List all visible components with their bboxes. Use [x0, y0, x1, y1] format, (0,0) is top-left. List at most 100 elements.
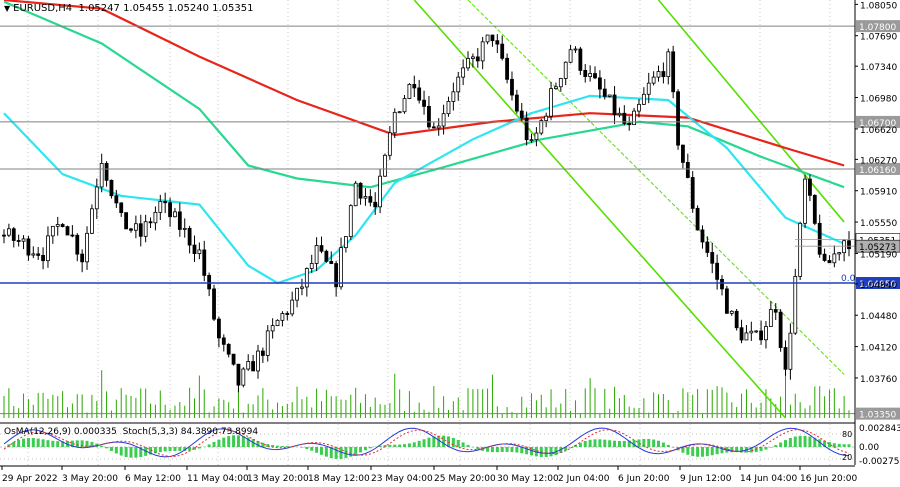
candle-body	[329, 260, 334, 264]
candle-body	[475, 56, 480, 62]
osc-scale-label: -0.0027579	[859, 457, 900, 467]
candle-body	[729, 310, 734, 314]
candle-body	[260, 350, 265, 356]
candle-body	[676, 91, 680, 146]
candle-body	[256, 350, 260, 372]
candle-body	[187, 227, 192, 246]
candle-body	[715, 262, 720, 280]
candle-body	[422, 99, 426, 107]
candle-body	[773, 309, 778, 313]
x-tick-label: 29 Apr 2022	[2, 474, 58, 484]
candle-body	[485, 34, 490, 43]
candle-body	[471, 56, 475, 59]
candle-body	[607, 94, 612, 97]
candle-body	[519, 110, 524, 119]
candle-body	[641, 93, 646, 105]
candle-body	[724, 288, 729, 314]
candle-body	[612, 94, 617, 116]
candle-body	[778, 311, 783, 348]
candles	[2, 34, 851, 393]
trend-channel	[413, 0, 845, 419]
x-tick-label: 18 May 12:00	[308, 474, 370, 484]
candle-body	[759, 330, 763, 341]
candle-body	[285, 313, 290, 315]
candle-body	[75, 234, 80, 255]
candle-body	[427, 105, 431, 128]
candle-body	[847, 240, 851, 250]
candle-body	[505, 57, 509, 80]
y-tick-label: 1.06270	[860, 156, 897, 166]
level-tag	[856, 115, 900, 128]
candle-body	[744, 332, 749, 341]
ohlc-values: 1.05247 1.05455 1.05240 1.05351	[78, 3, 254, 14]
candle-body	[568, 49, 573, 63]
candle-body	[275, 319, 280, 327]
candle-body	[646, 82, 651, 95]
candle-body	[822, 253, 827, 261]
x-tick-label: 25 May 20:00	[434, 474, 496, 484]
candle-body	[163, 201, 168, 204]
candle-body	[451, 91, 456, 102]
candle-body	[637, 103, 641, 112]
candle-body	[710, 252, 715, 264]
stoch-main-line	[3, 427, 850, 458]
candle-body	[202, 249, 207, 276]
level-label: 1.07800	[859, 23, 896, 33]
osc-scale-label: 0.00	[859, 443, 879, 453]
candle-body	[495, 40, 500, 45]
candle-body	[842, 240, 847, 254]
candle-body	[148, 221, 153, 224]
candle-body	[2, 234, 6, 237]
candle-body	[417, 87, 422, 101]
candle-body	[749, 330, 754, 334]
candle-body	[16, 240, 21, 242]
y-tick-label: 1.05550	[860, 219, 897, 229]
osma-label: OsMA(12,26,9) 0.000335	[4, 427, 117, 437]
candle-body	[158, 201, 163, 213]
candle-body	[563, 61, 568, 79]
symbol-timeframe: EURUSD,H4	[13, 3, 73, 14]
level-label: 1.06160	[859, 166, 896, 176]
candle-body	[661, 71, 666, 78]
candle-body	[602, 88, 607, 97]
oscillator-label: OsMA(12,26,9) 0.000335 Stoch(5,3,3) 84.3…	[4, 427, 258, 437]
candle-body	[397, 111, 402, 114]
candle-body	[129, 228, 133, 231]
candle-body	[480, 41, 485, 62]
candle-body	[314, 245, 319, 264]
y-tick-label: 1.07340	[860, 63, 897, 73]
candle-body	[197, 249, 202, 254]
candle-body	[309, 263, 314, 269]
collapse-triangle-icon[interactable]: ▼	[4, 4, 11, 13]
candle-body	[656, 71, 661, 78]
candle-body	[70, 234, 75, 237]
candle-body	[99, 163, 104, 188]
candle-body	[173, 211, 177, 218]
candle-body	[265, 330, 270, 356]
candle-body	[695, 207, 700, 231]
candle-body	[6, 228, 11, 236]
x-tick-label: 2 Jun 04:00	[558, 474, 610, 484]
candle-body	[143, 221, 148, 237]
candle-body	[529, 139, 534, 142]
candle-body	[60, 224, 65, 227]
candle-body	[739, 327, 744, 341]
candle-body	[192, 244, 197, 254]
candle-body	[534, 132, 539, 141]
y-tick-label: 1.04120	[860, 344, 897, 354]
candle-body	[627, 123, 632, 126]
candle-body	[119, 202, 124, 214]
candle-body	[700, 229, 705, 243]
y-tick-label: 1.06980	[860, 95, 897, 105]
stoch-label: Stoch(5,3,3) 84.3890 73.8994	[122, 427, 259, 437]
level-tag	[856, 407, 900, 420]
candle-body	[114, 195, 119, 204]
candle-body	[827, 260, 832, 264]
candle-body	[21, 238, 26, 242]
candle-body	[236, 363, 241, 386]
y-tick-label: 1.06620	[860, 126, 897, 136]
level-label: 1.04850	[859, 280, 896, 290]
stoch-level-label: 20	[842, 453, 852, 462]
candle-body	[524, 117, 529, 141]
